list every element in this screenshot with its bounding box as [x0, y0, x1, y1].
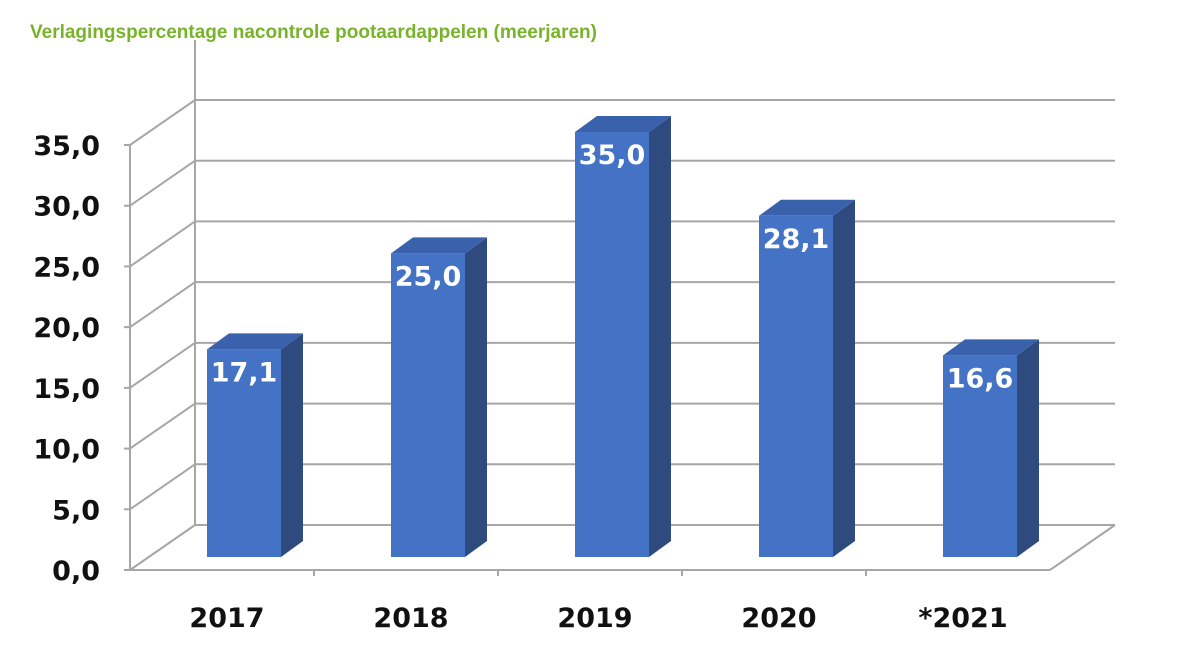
bar: 25,0 [391, 237, 487, 557]
bar-front [759, 215, 833, 558]
bars: 17,1 25,0 35,0 28,1 16,6 [207, 116, 1039, 558]
y-tick-label: 35,0 [33, 131, 100, 162]
y-axis-ticks: 0,0 5,0 10,0 15,0 20,0 25,0 30,0 35,0 [33, 131, 100, 587]
side-gridline [129, 463, 196, 511]
bar-top [391, 237, 487, 254]
bar-front [575, 132, 649, 557]
y-tick-label: 0,0 [52, 556, 100, 587]
chart-title: Verlagingspercentage nacontrole pootaard… [30, 22, 597, 43]
bar-side [1017, 339, 1039, 557]
side-gridline [129, 159, 196, 207]
side-gridline [129, 220, 196, 268]
x-category-label: 2019 [557, 603, 632, 634]
bar: 28,1 [759, 199, 855, 558]
y-tick-label: 30,0 [33, 192, 100, 223]
y-tick-label: 10,0 [33, 435, 100, 466]
bar-top [575, 116, 671, 132]
bar: 17,1 [207, 333, 303, 557]
data-label: 28,1 [763, 224, 830, 255]
side-gridline [129, 99, 196, 146]
y-tick-label: 20,0 [33, 313, 100, 344]
bar-front [207, 349, 281, 557]
bar: 16,6 [943, 339, 1039, 557]
x-category-label: *2021 [918, 603, 1007, 634]
y-tick-label: 15,0 [33, 374, 100, 405]
x-category-label: 2020 [741, 603, 816, 634]
data-label: 17,1 [211, 357, 278, 388]
side-gridline [129, 281, 196, 328]
data-label: 16,6 [947, 363, 1014, 394]
bar-front [391, 253, 465, 557]
side-gridline [129, 402, 196, 450]
y-tick-label: 25,0 [33, 252, 100, 283]
x-axis-labels: 2017 2018 2019 2020 *2021 [189, 603, 1007, 634]
data-label: 35,0 [579, 140, 646, 171]
bar-top [207, 333, 303, 350]
bar-side [281, 333, 303, 557]
side-gridline [129, 342, 196, 389]
bar-top [759, 199, 855, 216]
data-label: 25,0 [395, 261, 462, 292]
bar: 35,0 [575, 116, 671, 557]
y-tick-label: 5,0 [52, 495, 100, 526]
x-category-label: 2017 [189, 603, 264, 634]
floor-right-edge [1049, 524, 1116, 571]
bar-side [833, 199, 855, 558]
bar-front [943, 355, 1017, 557]
x-category-label: 2018 [373, 603, 448, 634]
bar-side [649, 116, 671, 557]
bar-side [465, 237, 487, 557]
side-gridline [129, 524, 196, 571]
bar-top [943, 339, 1039, 356]
